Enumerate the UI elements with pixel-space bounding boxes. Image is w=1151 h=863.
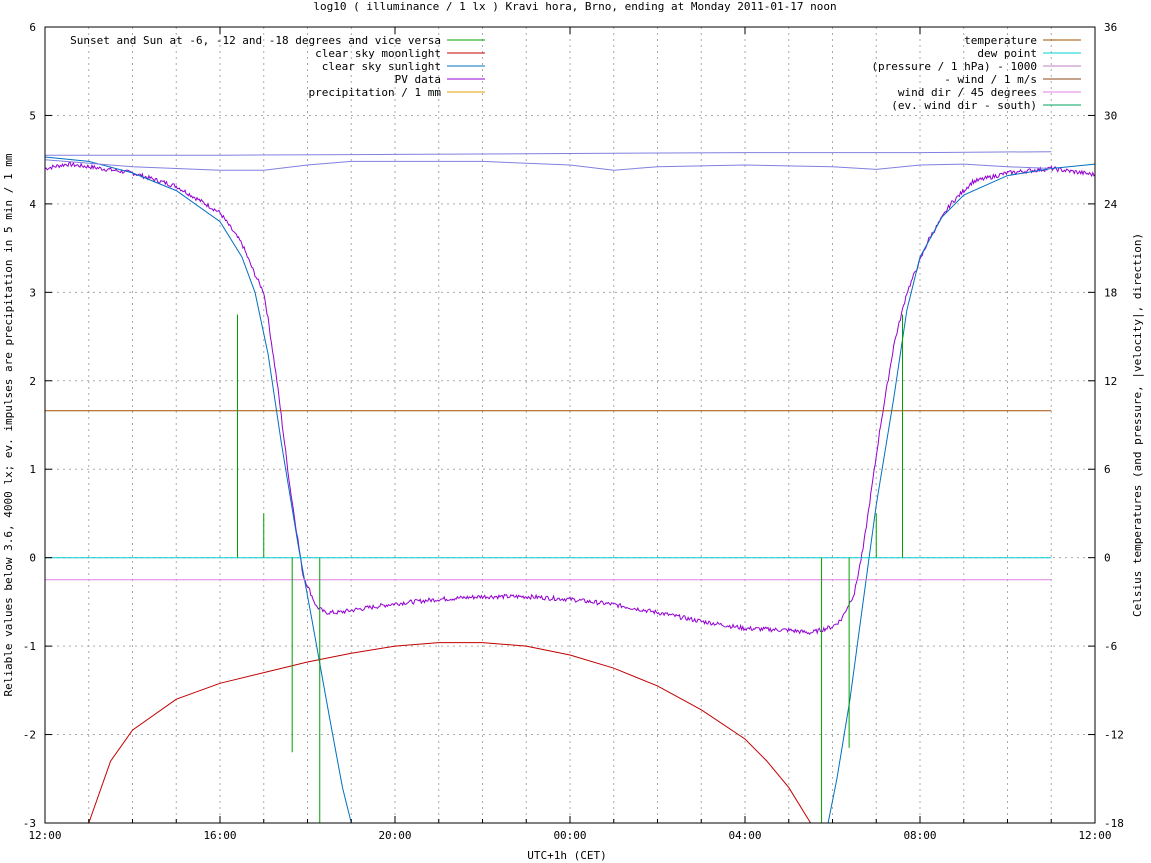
legend-right-label: wind dir / 45 degrees bbox=[898, 86, 1037, 99]
y2-tick-label: -6 bbox=[1104, 640, 1117, 653]
series-clear-sky-sunlight bbox=[44, 156, 352, 824]
y-axis-label: Reliable values below 3.6, 4000 lx; ev. … bbox=[2, 153, 15, 696]
legend-left-label: clear sky moonlight bbox=[315, 47, 441, 60]
legend-right-label: temperature bbox=[964, 34, 1037, 47]
impulse-layer bbox=[237, 314, 903, 823]
y-tick-label: 4 bbox=[29, 198, 36, 211]
x-tick-label: 00:00 bbox=[553, 829, 586, 842]
legend-left-label: clear sky sunlight bbox=[322, 60, 441, 73]
legend-left-label: PV data bbox=[395, 73, 441, 86]
y2-tick-label: 12 bbox=[1104, 375, 1117, 388]
y-tick-label: 2 bbox=[29, 375, 36, 388]
legend-left-label: Sunset and Sun at -6, -12 and -18 degree… bbox=[70, 34, 441, 47]
x-axis-label: UTC+1h (CET) bbox=[527, 849, 606, 862]
x-tick-label: 08:00 bbox=[903, 829, 936, 842]
y-tick-label: -3 bbox=[23, 817, 36, 830]
chart-title: log10 ( illuminance / 1 lx ) Kravi hora,… bbox=[313, 0, 836, 13]
series-clear-sky-moonlight bbox=[88, 642, 812, 824]
y-tick-label: -1 bbox=[23, 640, 36, 653]
x-tick-label: 12:00 bbox=[1078, 829, 1111, 842]
x-tick-label: 04:00 bbox=[728, 829, 761, 842]
y-tick-label: 3 bbox=[29, 286, 36, 299]
x-tick-label: 20:00 bbox=[378, 829, 411, 842]
x-tick-label: 12:00 bbox=[28, 829, 61, 842]
legend-right-label: (pressure / 1 hPa) - 1000 bbox=[871, 60, 1037, 73]
y2-tick-label: 36 bbox=[1104, 21, 1117, 34]
y2-tick-label: 18 bbox=[1104, 286, 1117, 299]
y2-tick-label: 30 bbox=[1104, 109, 1117, 122]
legend-right-label: dew point bbox=[977, 47, 1037, 60]
series-pressure-upper bbox=[45, 151, 1052, 156]
y2-tick-label: 6 bbox=[1104, 463, 1111, 476]
x-tick-label: 16:00 bbox=[203, 829, 236, 842]
y2-tick-label: -12 bbox=[1104, 729, 1124, 742]
series-pressure-lower bbox=[44, 159, 1052, 171]
grid-lines bbox=[45, 27, 1095, 823]
y-tick-label: 6 bbox=[29, 21, 36, 34]
series-layer bbox=[44, 151, 1096, 824]
y-tick-label: -2 bbox=[23, 729, 36, 742]
axis-ticks: 12:00 16:00 20:00 00:00 04:00 08:00 12:00-3-2-… bbox=[23, 21, 1124, 842]
y-tick-label: 0 bbox=[29, 552, 36, 565]
legend-right-label: (ev. wind dir - south) bbox=[891, 99, 1037, 112]
y2-tick-label: 0 bbox=[1104, 552, 1111, 565]
y2-axis-label: Celsius temperatures (and pressure, |vel… bbox=[1131, 233, 1144, 617]
legend: Sunset and Sun at -6, -12 and -18 degree… bbox=[70, 34, 1081, 112]
series-clear-sky-sunlight-morning bbox=[827, 163, 1096, 824]
y-tick-label: 5 bbox=[29, 109, 36, 122]
legend-left-label: precipitation / 1 mm bbox=[309, 86, 442, 99]
y2-tick-label: 24 bbox=[1104, 198, 1118, 211]
y-tick-label: 1 bbox=[29, 463, 36, 476]
y2-tick-label: -18 bbox=[1104, 817, 1124, 830]
legend-right-label: - wind / 1 m/s bbox=[944, 73, 1037, 86]
